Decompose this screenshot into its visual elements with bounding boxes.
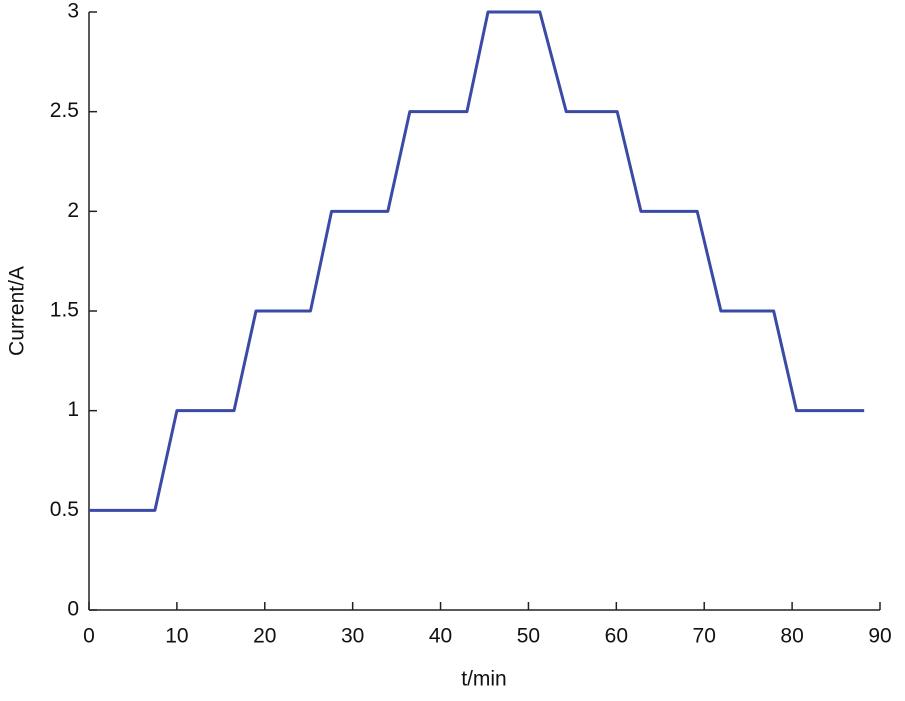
x-tick-label: 0: [83, 625, 95, 648]
x-tick-label: 20: [253, 625, 276, 648]
x-tick-label: 80: [780, 625, 803, 648]
y-tick-label: 1: [67, 398, 79, 421]
x-axis-label: t/min: [461, 668, 507, 691]
x-tick-label: 70: [693, 625, 716, 648]
y-tick-label: 1.5: [50, 299, 79, 322]
x-tick-label: 60: [605, 625, 628, 648]
data-line: [89, 10, 865, 512]
x-tick-label: 40: [429, 625, 452, 648]
y-tick-label: 0.5: [50, 498, 79, 521]
x-tick-label: 10: [165, 625, 188, 648]
x-tick-label: 90: [868, 625, 891, 648]
x-tick-label: 50: [517, 625, 540, 648]
y-tick-label: 0: [67, 598, 79, 621]
y-tick-label: 3: [67, 0, 79, 23]
y-axis-label: Current/A: [6, 266, 29, 356]
y-tick-label: 2: [67, 199, 79, 222]
x-tick-label: 30: [341, 625, 364, 648]
y-tick-label: 2.5: [50, 99, 79, 122]
